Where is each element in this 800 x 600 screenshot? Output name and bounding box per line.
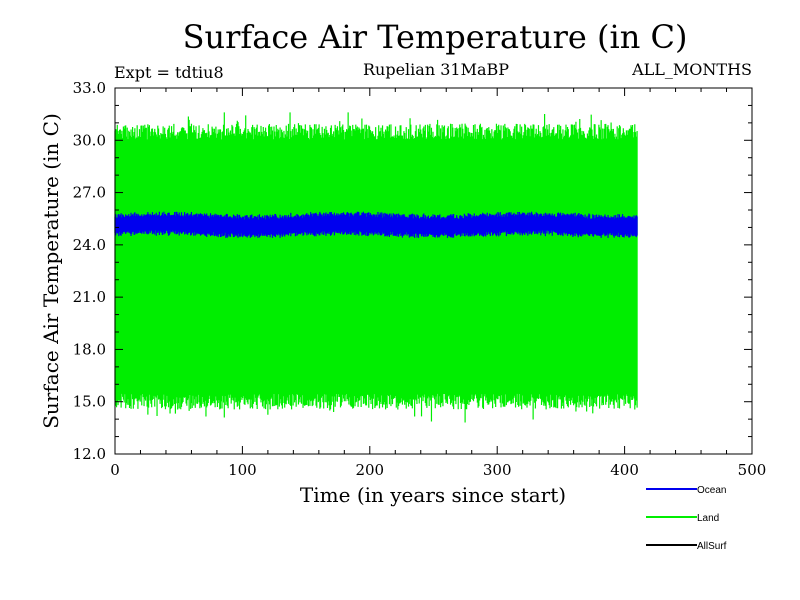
- y-tick-label: 33.0: [73, 79, 106, 97]
- x-tick-label: 400: [610, 461, 639, 479]
- chart-subtitle: Rupelian 31MaBP: [363, 60, 509, 79]
- series-layer: [114, 112, 638, 423]
- y-tick-label: 30.0: [73, 131, 106, 149]
- y-tick-label: 27.0: [73, 184, 106, 202]
- legend-label-ocean: Ocean: [697, 485, 726, 496]
- y-axis-label: Surface Air Temperature (in C): [39, 113, 63, 429]
- y-tick-label: 15.0: [73, 393, 106, 411]
- y-tick-label: 18.0: [73, 340, 106, 358]
- legend-label-allsurf: AllSurf: [697, 541, 727, 552]
- legend: Ocean Land AllSurf: [646, 485, 727, 552]
- y-tick-label: 24.0: [73, 236, 106, 254]
- series-land-line: [114, 112, 638, 423]
- x-tick-label: 300: [483, 461, 512, 479]
- x-axis-label: Time (in years since start): [300, 483, 566, 507]
- x-tick-label: 100: [228, 461, 257, 479]
- period-label: ALL_MONTHS: [631, 60, 752, 79]
- y-tick-label: 21.0: [73, 288, 106, 306]
- plot-frame: [114, 87, 753, 455]
- x-tick-label: 500: [738, 461, 767, 479]
- y-tick-label: 12.0: [73, 445, 106, 463]
- x-tick-label: 0: [110, 461, 120, 479]
- ticks-layer: 0 100 200 300 400 500 12.0 15.0 18.0 21.0 24.0 27.0…: [73, 79, 767, 479]
- experiment-label: Expt = tdtiu8: [114, 63, 224, 82]
- x-tick-label: 200: [355, 461, 384, 479]
- legend-label-land: Land: [697, 513, 719, 524]
- chart-title: Surface Air Temperature (in C): [183, 18, 688, 56]
